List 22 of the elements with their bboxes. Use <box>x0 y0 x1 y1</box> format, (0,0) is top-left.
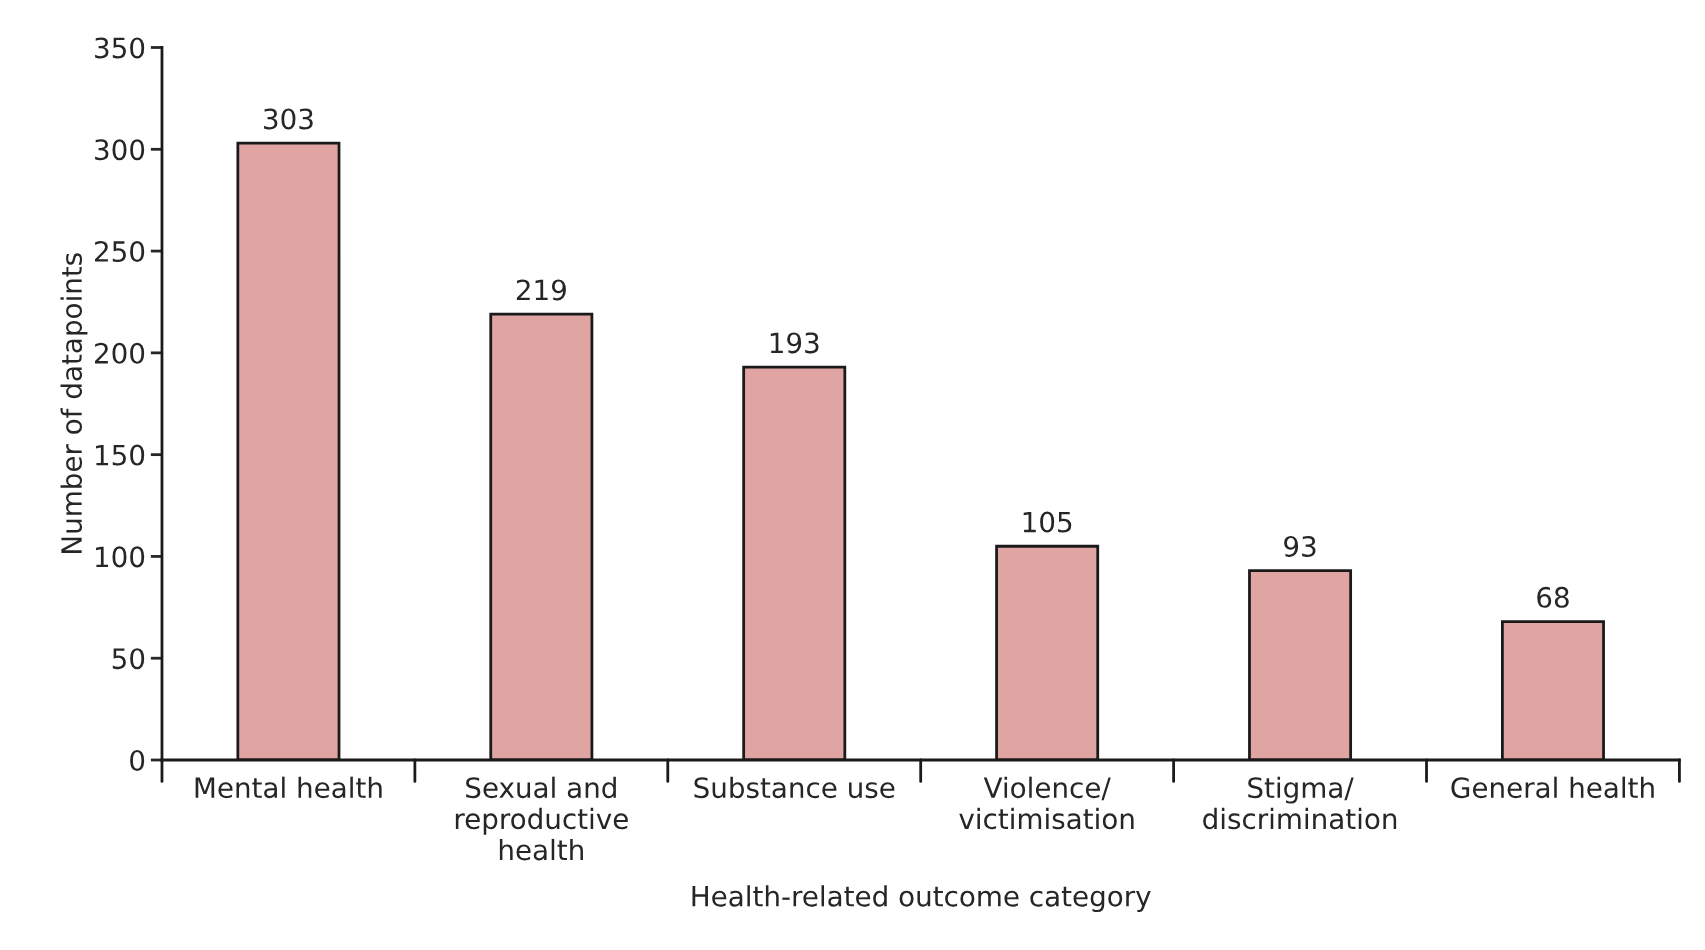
y-tick-label: 50 <box>112 648 145 670</box>
y-tick-label: 250 <box>95 241 145 263</box>
x-tick-label: General health <box>1451 776 1654 799</box>
x-tick-label: Sexual and reproductive health <box>455 776 628 861</box>
data-label: 303 <box>264 108 313 130</box>
data-label: 193 <box>770 332 819 354</box>
y-tick-label: 200 <box>95 342 145 364</box>
y-axis-title: Number of datapoints <box>60 253 88 553</box>
y-tick-label: 350 <box>95 37 145 59</box>
y-tick-label: 300 <box>95 139 145 161</box>
y-tick-label: 0 <box>130 749 145 771</box>
y-tick-label: 150 <box>96 444 145 466</box>
x-tick-label: Stigma/ discrimination <box>1203 776 1397 830</box>
data-label: 93 <box>1284 535 1316 557</box>
data-label: 219 <box>516 279 566 301</box>
data-label: 105 <box>1023 511 1072 533</box>
x-tick-label: Violence/ victimisation <box>959 776 1134 830</box>
y-tick-label: 100 <box>96 546 145 568</box>
x-tick-label: Substance use <box>694 776 895 799</box>
x-axis-title: Health-related outcome category <box>692 885 1151 913</box>
data-label: 68 <box>1537 586 1569 608</box>
x-tick-label: Mental health <box>195 776 382 799</box>
